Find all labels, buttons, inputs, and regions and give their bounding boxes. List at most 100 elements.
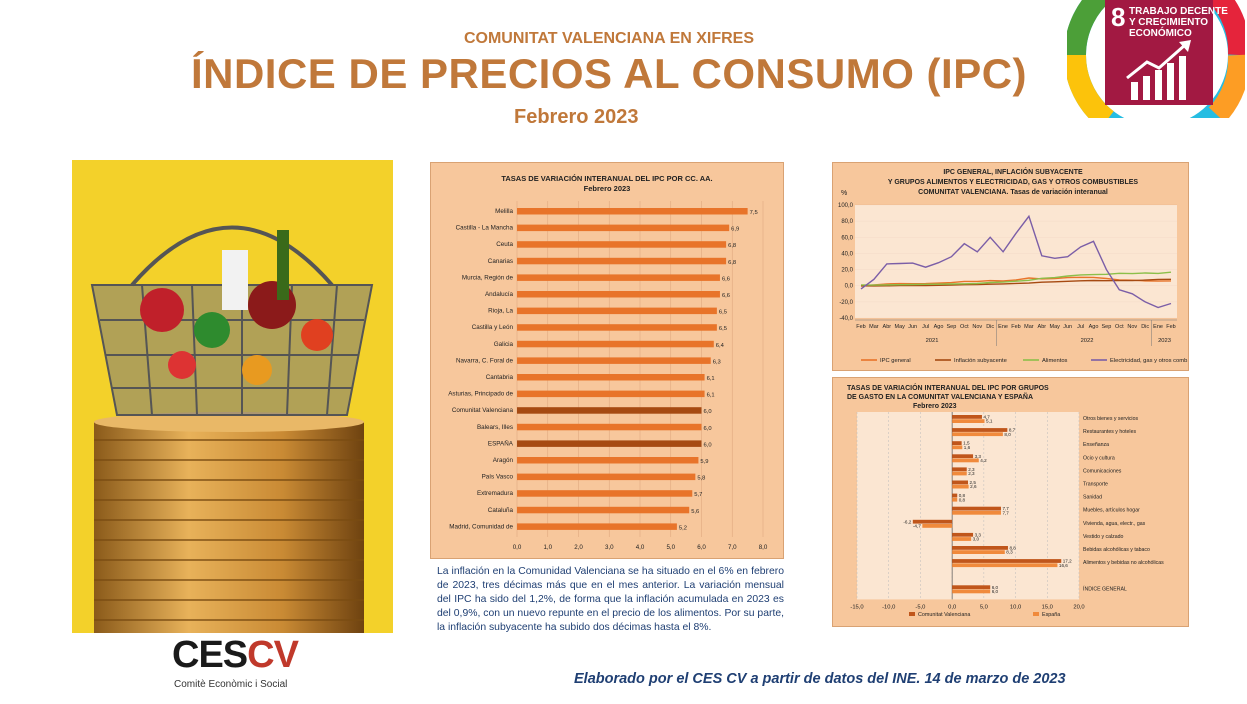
bar-value-label: 6,5	[719, 326, 727, 332]
x-tick-label: Ene	[1153, 324, 1163, 330]
chart-groups: TASAS DE VARIACIÓN INTERANUAL DEL IPC PO…	[847, 383, 1164, 618]
x-tick-label: Sep	[947, 324, 957, 330]
x-tick-label: -10,0	[882, 604, 895, 610]
category-label: Transporte	[1083, 482, 1108, 488]
bar	[517, 274, 720, 281]
series-line	[860, 276, 1172, 287]
sdg-number: 8	[1111, 2, 1125, 32]
bar-value-label: 5,7	[694, 492, 702, 498]
y-tick-label: 0,0	[845, 284, 854, 290]
bar-value-label: 5,2	[679, 525, 687, 531]
legend-swatch	[909, 612, 915, 616]
series-line	[860, 214, 1172, 309]
sdg-line2: Y CRECIMIENTO	[1129, 17, 1208, 28]
x-tick-label: Sep	[1102, 324, 1112, 330]
legend-label: Inflación subyacente	[954, 358, 1007, 364]
x-tick-label: Jun	[908, 324, 917, 330]
category-label: Navarra, C. Foral de	[456, 357, 514, 364]
bar	[517, 523, 677, 530]
bar-value-label: 8,3	[1006, 550, 1013, 555]
x-tick-label: Feb	[1166, 324, 1175, 330]
category-label: Murcia, Región de	[462, 274, 514, 281]
legend-label: Comunitat Valenciana	[918, 612, 970, 618]
footer-source: Elaborado por el CES CV a partir de dato…	[574, 671, 1066, 687]
kicker: COMUNITAT VALENCIANA EN XIFRES	[463, 30, 755, 47]
sdg-wheel-icon	[1067, 0, 1245, 118]
sdg-line1: TRABAJO DECENTE	[1129, 6, 1228, 17]
bar-value-label: 2,3	[968, 471, 975, 476]
bar-value-label: 8,8	[1009, 546, 1016, 551]
bar-value-label: 0,8	[959, 493, 966, 498]
y-tick-label: 80,0	[841, 219, 853, 225]
bar-value-label: 6,4	[716, 343, 725, 349]
bar	[517, 407, 702, 414]
coin-stack	[94, 412, 364, 633]
bar	[952, 532, 974, 537]
x-tick-label: Dic	[1141, 324, 1149, 330]
chart-lines-panel: IPC GENERAL, INFLACIÓN SUBYACENTE Y GRUP…	[832, 162, 1189, 371]
sdg-line3: ECONÓMICO	[1129, 26, 1192, 39]
bar-value-label: 1,6	[964, 445, 971, 450]
x-tick-label: 6,0	[697, 544, 706, 551]
bar-value-label: 6,0	[704, 442, 712, 448]
x-tick-label: Oct	[960, 324, 969, 330]
bar	[952, 537, 972, 541]
category-label: Extremadura	[477, 490, 514, 497]
x-tick-label: Feb	[1011, 324, 1020, 330]
bar-value-label: 5,8	[697, 476, 705, 482]
chart-groups-panel: TASAS DE VARIACIÓN INTERANUAL DEL IPC PO…	[832, 377, 1189, 627]
x-tick-label: May	[895, 324, 906, 330]
bar-value-label: 7,7	[1002, 510, 1009, 515]
chart-lines-title-2: Y GRUPOS ALIMENTOS Y ELECTRICIDAD, GAS Y…	[888, 179, 1139, 186]
x-tick-label: Ene	[998, 324, 1008, 330]
chart-lines-title-3: COMUNITAT VALENCIANA. Tasas de variación…	[918, 189, 1108, 196]
category-label: Sanidad	[1083, 495, 1102, 501]
bar-value-label: 6,1	[707, 393, 715, 399]
bar-value-label: 8,0	[1004, 432, 1011, 437]
year-label: 2021	[926, 338, 939, 344]
year-label: 2022	[1081, 338, 1094, 344]
bar	[952, 467, 967, 472]
y-tick-label: 40,0	[841, 251, 853, 257]
year-label: 2023	[1158, 338, 1171, 344]
bar-value-label: 6,5	[719, 310, 727, 316]
category-label: Canarias	[488, 258, 513, 265]
logo-cv: CV	[247, 634, 299, 676]
bar	[517, 291, 720, 298]
chart-lines: IPC GENERAL, INFLACIÓN SUBYACENTE Y GRUP…	[838, 167, 1189, 364]
x-tick-label: 3,0	[605, 544, 614, 551]
chart-ccaa-subtitle: Febrero 2023	[584, 184, 631, 193]
bar-value-label: 6,0	[992, 589, 999, 594]
bar	[952, 441, 962, 445]
bar	[517, 357, 711, 364]
x-tick-label: 0,0	[948, 604, 956, 610]
bar	[952, 471, 967, 476]
x-tick-label: Nov	[1127, 324, 1137, 330]
bar-value-label: 6,1	[707, 376, 715, 382]
category-label: Andalucía	[485, 291, 514, 298]
bar-value-label: 3,0	[973, 537, 980, 542]
bar	[517, 241, 727, 248]
bar-value-label: 5,9	[700, 459, 708, 465]
summary-paragraph: La inflación en la Comunidad Valenciana …	[437, 566, 784, 633]
x-tick-label: Jun	[1063, 324, 1072, 330]
bar-value-label: -4,7	[913, 524, 921, 529]
page-title: ÍNDICE DE PRECIOS AL CONSUMO (IPC)	[190, 50, 1028, 97]
bar	[952, 559, 1062, 563]
category-label: Ocio y cultura	[1083, 455, 1115, 461]
category-label: ÍNDICE GENERAL	[1083, 585, 1127, 592]
bar-value-label: 6,6	[722, 276, 730, 282]
legend-label: IPC general	[880, 358, 911, 364]
bar	[952, 458, 979, 463]
category-label: Restaurantes y hoteles	[1083, 429, 1136, 435]
legend-label: España	[1042, 612, 1060, 618]
x-tick-label: 1,0	[543, 544, 552, 551]
legend-label: Electricidad, gas y otros comb.	[1110, 358, 1188, 364]
chart-lines-ylabel: %	[841, 190, 847, 197]
legend-swatch	[1033, 612, 1039, 616]
category-label: Comunicaciones	[1083, 468, 1122, 474]
bar	[952, 510, 1001, 515]
category-label: Vestido y calzado	[1083, 534, 1123, 540]
chart-ccaa-title: TASAS DE VARIACIÓN INTERANUAL DEL IPC PO…	[501, 174, 712, 183]
bar	[517, 457, 699, 464]
